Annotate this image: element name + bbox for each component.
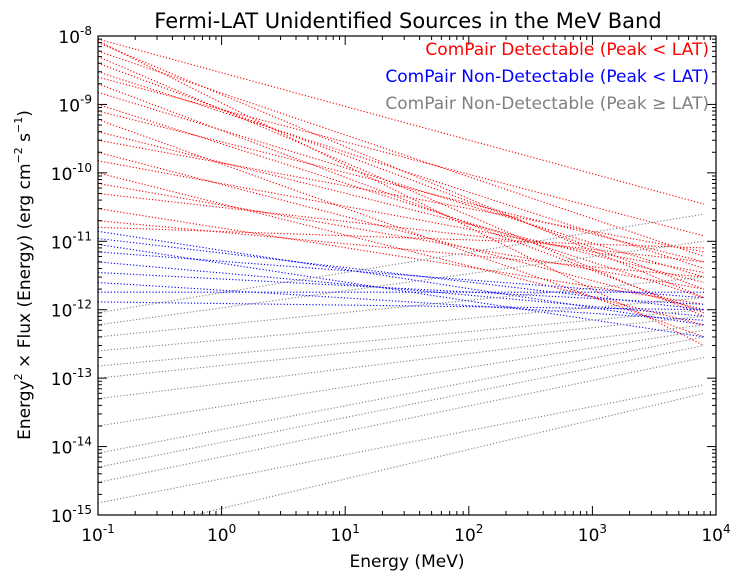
series-line [98,251,705,299]
legend-entry-non-detectable-peak-lt: ComPair Non-Detectable (Peak < LAT) [385,67,709,87]
y-tick-label: 10-12 [51,298,92,322]
y-tick-label: 10-10 [51,161,92,185]
y-tick-label: 10-14 [51,435,92,459]
series-line [98,344,705,468]
legend-entry-non-detectable-peak-ge: ComPair Non-Detectable (Peak ≥ LAT) [385,94,709,114]
y-axis-label-sup3: −1 [12,117,25,133]
x-tick-label: 103 [578,522,607,546]
x-tick-label: 102 [454,522,483,546]
series-line [98,384,705,504]
series-line [98,71,705,270]
series-line [98,261,705,317]
series-line [98,237,705,311]
y-axis-label-part4: ) [15,110,35,117]
x-tick-label: 104 [701,522,730,546]
series-line [98,160,705,274]
plot-frame [97,35,717,516]
y-axis-label-part3: s [15,133,35,147]
x-tick-label: 101 [331,522,360,546]
y-tick-label: 10-9 [58,92,92,116]
series-line [98,50,705,258]
y-tick-label: 10-8 [58,24,92,48]
y-axis-label: Energy2 × Flux (Energy) (erg cm−2 s−1) [12,110,35,440]
series-line [98,151,705,311]
y-axis-label-part1: Energy [15,380,35,440]
y-tick-label: 10-13 [51,366,92,390]
series-line [98,56,705,317]
series-line [98,240,705,326]
series-line [98,83,705,314]
series-line [98,356,705,483]
series-line [98,103,705,299]
series-line [98,182,705,290]
series-line [98,40,705,346]
chart-title: Fermi-LAT Unidentified Sources in the Me… [154,9,661,33]
series-line [98,62,705,290]
x-tick-label: 10-1 [81,522,115,546]
series-line [98,336,705,454]
series-line [98,192,705,263]
y-tick-label: 10-15 [51,503,92,527]
series-line [98,139,705,253]
series-line [98,281,705,321]
y-axis-label-part2: × Flux (Energy) (erg cm [15,163,35,373]
series-line [98,271,705,305]
series-line [194,392,705,515]
y-tick-label: 10-11 [51,229,92,253]
series-line [98,38,705,205]
axis-ticks: 10-1 100 101 102 103 104 10-15 10-14 10-13 10-12 1… [51,24,731,546]
y-axis-label-sup2: −2 [12,147,25,163]
series-line [98,309,705,367]
legend-entry-detectable: ComPair Detectable (Peak < LAT) [425,40,709,60]
x-tick-label: 100 [207,522,236,546]
series-line [98,276,705,338]
series-line [98,76,705,237]
y-axis-label-sup1: 2 [12,373,25,380]
series-line [98,297,705,352]
series-line [98,315,705,379]
x-axis-label: Energy (MeV) [350,552,465,572]
series-lines [98,38,705,515]
legend: ComPair Detectable (Peak < LAT) ComPair … [385,40,709,114]
series-line [98,220,705,278]
